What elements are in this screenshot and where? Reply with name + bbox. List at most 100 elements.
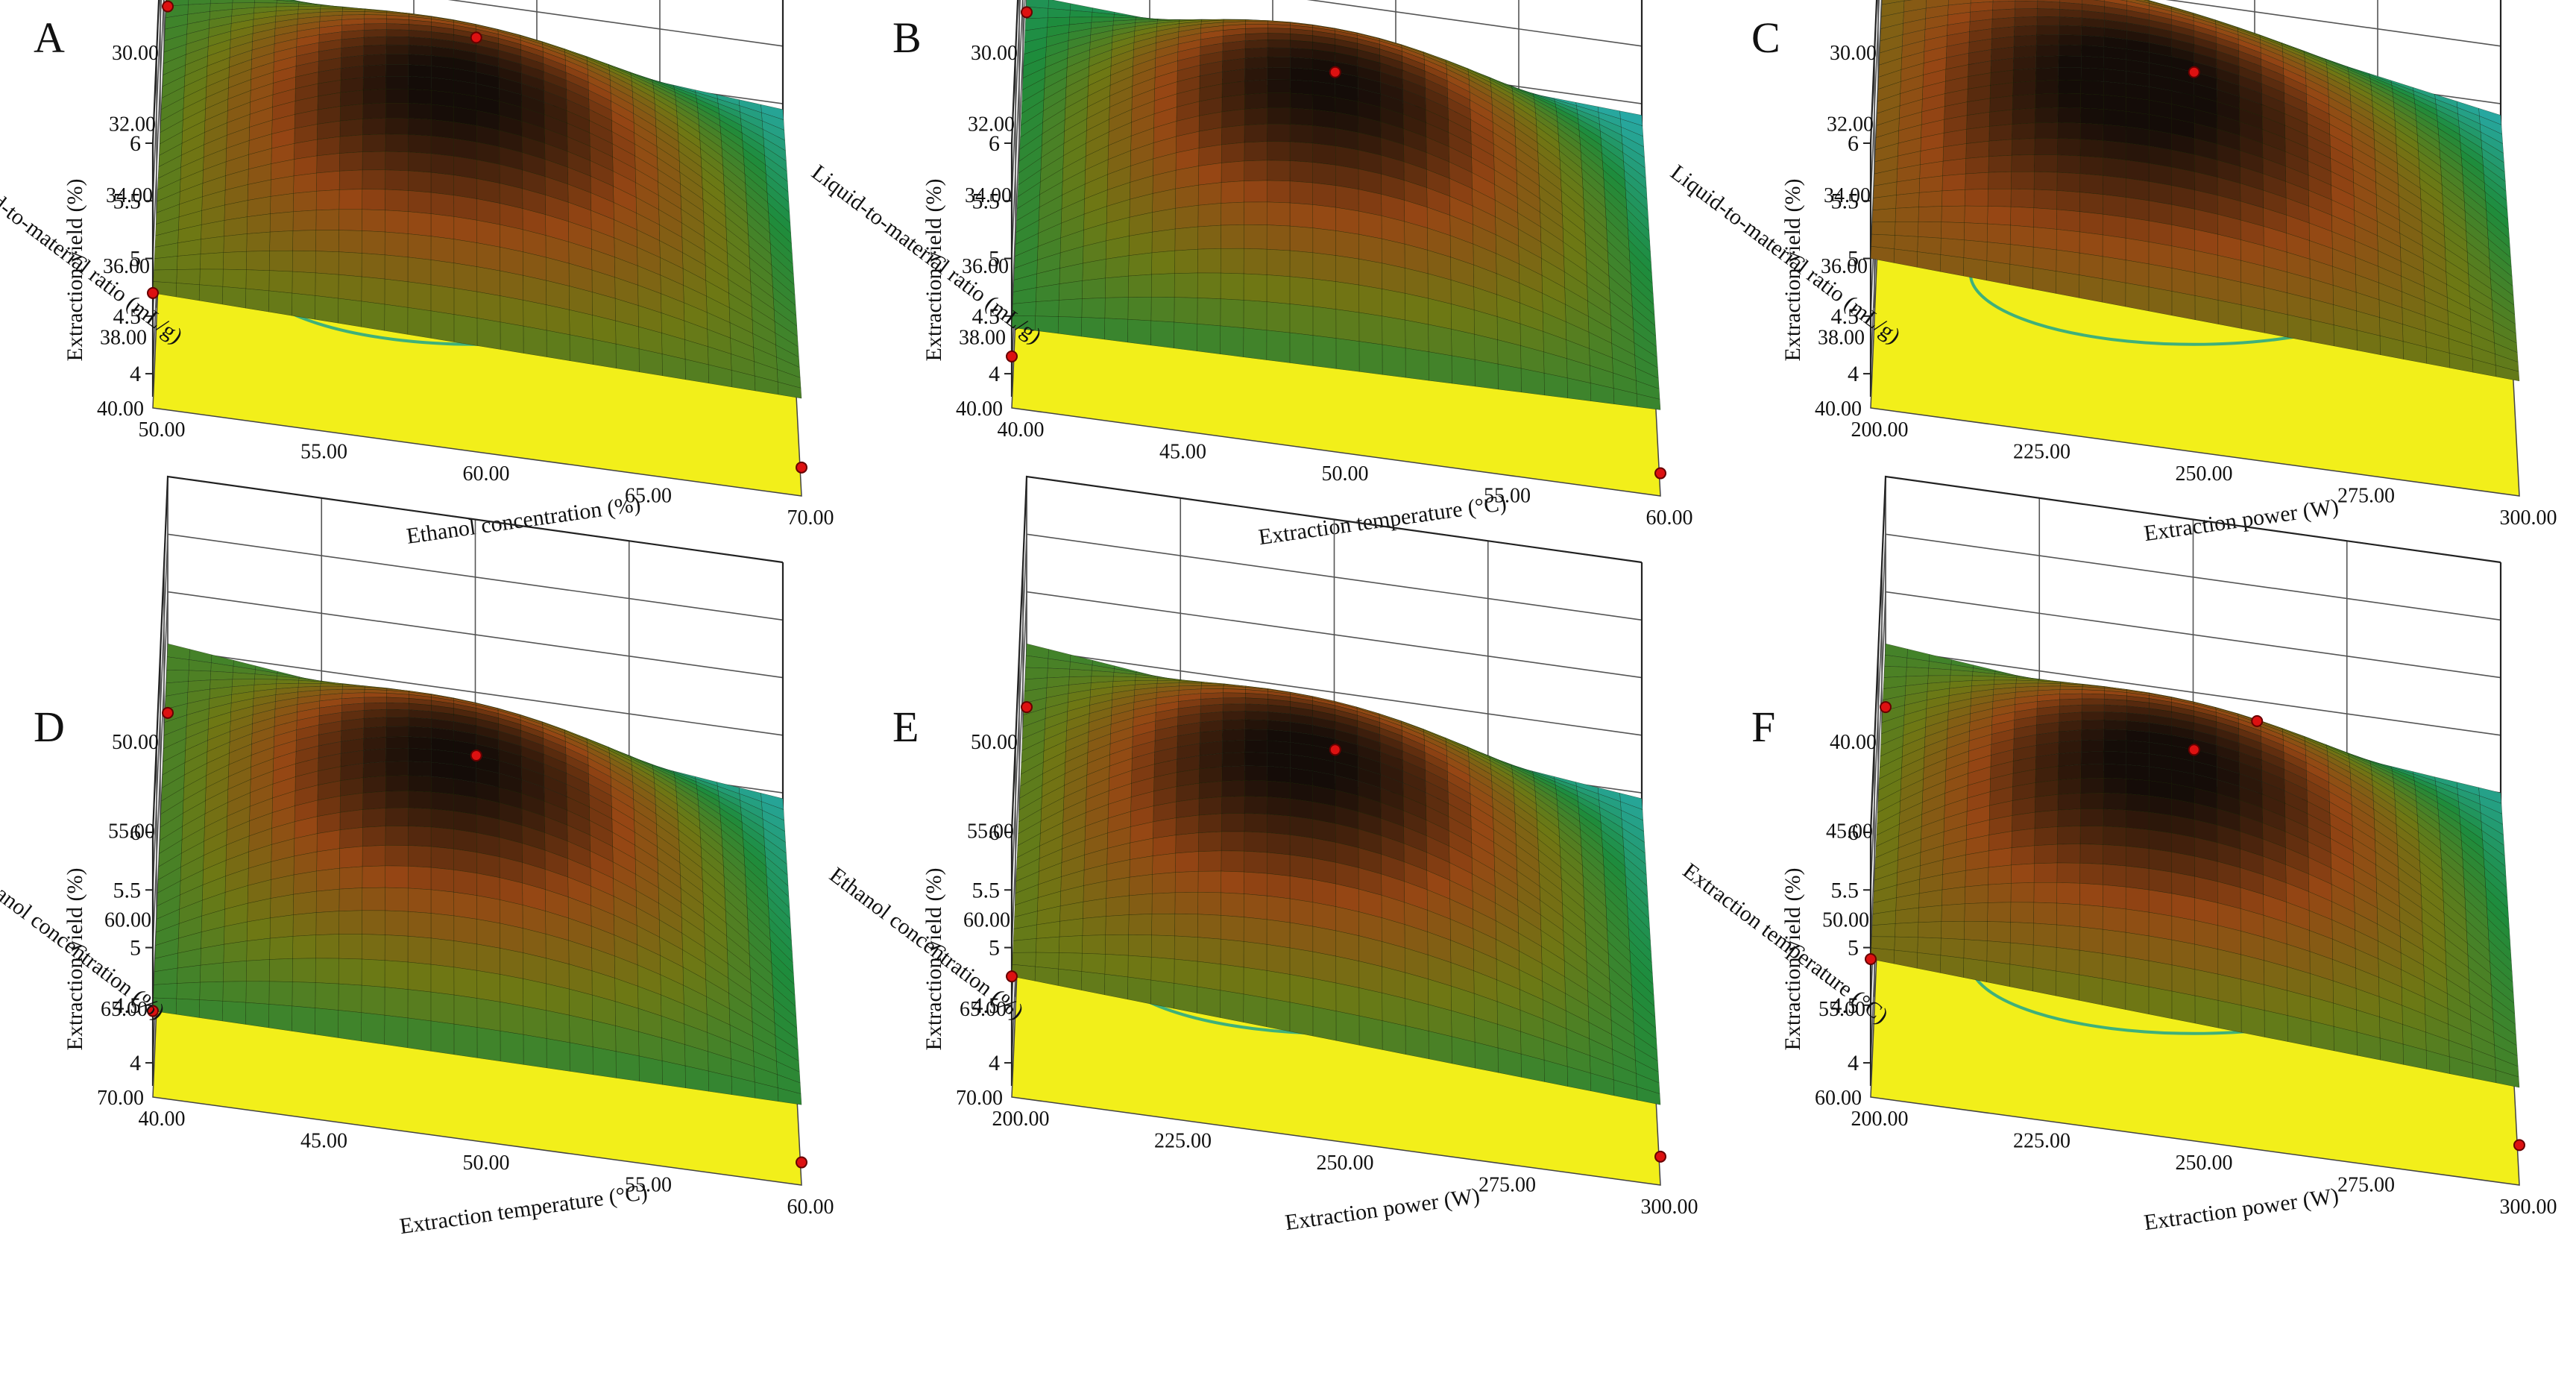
- x-tick-label: 30.00: [971, 42, 1018, 65]
- x-tick-label: 40.00: [97, 398, 144, 421]
- x-tick-label: 34.00: [1824, 184, 1871, 207]
- x-tick-label: 60.00: [104, 909, 151, 932]
- x-tick-label: 50.00: [1822, 909, 1869, 932]
- y-tick-label: 200.00: [1851, 418, 1909, 442]
- y-tick-label: 40.00: [139, 1108, 186, 1131]
- design-point: [1021, 6, 1033, 19]
- z-tick-label: 4.5: [113, 993, 142, 1018]
- panel-A: A 4 4.5 5 5.5 6 Extraction yield (%) 30.00 32.00…: [0, 0, 834, 549]
- z-tick-label: 4: [130, 362, 141, 386]
- y-tick-label: 50.00: [1322, 462, 1369, 486]
- x-tick-label: 55.00: [967, 820, 1014, 843]
- y-axis-label: Ethanol concentration (%): [405, 491, 642, 549]
- y-tick-label: 45.00: [1159, 441, 1206, 464]
- z-tick-label: 5.5: [113, 878, 142, 902]
- x-tick-label: 36.00: [1821, 255, 1868, 278]
- design-point: [1006, 970, 1018, 983]
- x-tick-label: 30.00: [1830, 42, 1877, 65]
- panel-B: B 4 4.5 5 5.5 6 Extraction yield (%) 30.00 32.00…: [807, 0, 1693, 550]
- z-tick-label: 4.5: [1831, 304, 1859, 329]
- y-tick-label: 45.00: [300, 1130, 347, 1153]
- z-tick-label: 5.5: [972, 189, 1001, 213]
- y-tick-label: 70.00: [787, 506, 834, 530]
- z-axis: 4 4.5 5 5.5 6 Extraction yield (%): [1780, 131, 1871, 386]
- z-axis: 4 4.5 5 5.5 6 Extraction yield (%): [63, 820, 153, 1075]
- y-axis-label: Extraction power (W): [2143, 494, 2340, 546]
- response-surface: [1011, 643, 1661, 1105]
- x-tick-label: 60.00: [1815, 1087, 1862, 1110]
- y-tick-label: 65.00: [625, 485, 672, 508]
- design-point: [1329, 66, 1341, 78]
- z-tick-label: 5: [989, 936, 1000, 961]
- panel-letter: B: [892, 13, 922, 62]
- z-axis-label: Extraction yield (%): [1780, 179, 1805, 362]
- z-tick-label: 5.5: [1831, 189, 1859, 213]
- y-tick-label: 300.00: [2500, 1196, 2557, 1219]
- x-tick-label: 70.00: [956, 1087, 1003, 1110]
- z-axis-label: Extraction yield (%): [63, 179, 87, 362]
- z-tick-label: 4: [989, 1051, 1000, 1075]
- x-tick-label: 32.00: [968, 113, 1015, 136]
- x-tick-label: 34.00: [965, 184, 1012, 207]
- panel-letter: A: [34, 13, 65, 62]
- x-tick-label: 40.00: [956, 398, 1003, 421]
- z-tick-label: 5: [130, 936, 141, 961]
- panel-letter: C: [1751, 13, 1780, 62]
- x-tick-label: 36.00: [103, 255, 150, 278]
- z-axis-label: Extraction yield (%): [63, 868, 87, 1051]
- y-tick-label: 50.00: [139, 418, 186, 442]
- z-tick-label: 6: [989, 820, 1000, 845]
- x-tick-label: 60.00: [963, 909, 1010, 932]
- y-tick-label: 55.00: [625, 1174, 672, 1197]
- y-tick-label: 300.00: [2500, 506, 2557, 530]
- design-point: [2251, 714, 2264, 727]
- y-tick-label: 250.00: [1317, 1152, 1374, 1175]
- response-surface: [1870, 643, 2520, 1088]
- y-axis-label: Extraction temperature (°C): [1257, 491, 1508, 550]
- y-axis-label: Extraction power (W): [1284, 1184, 1481, 1235]
- response-surface: [152, 0, 802, 399]
- z-tick-label: 5: [989, 247, 1000, 271]
- design-point: [1021, 701, 1033, 714]
- design-point: [470, 750, 482, 762]
- response-surface: [152, 643, 802, 1105]
- y-tick-label: 40.00: [998, 418, 1045, 442]
- design-point: [147, 286, 159, 299]
- y-axis-label: Extraction power (W): [2143, 1184, 2340, 1235]
- z-axis-label: Extraction yield (%): [1780, 868, 1805, 1051]
- z-tick-label: 6: [1848, 131, 1859, 156]
- x-tick-label: 40.00: [1815, 398, 1862, 421]
- y-tick-label: 60.00: [787, 1196, 834, 1219]
- x-tick-label: 50.00: [971, 731, 1018, 754]
- design-point: [2188, 744, 2200, 756]
- design-point: [2513, 1139, 2525, 1152]
- y-tick-label: 225.00: [1154, 1130, 1212, 1153]
- panel-C: C 4 4.5 5 5.5 6 Extraction yield (%) 30.00 32.00…: [1666, 0, 2557, 546]
- y-tick-label: 55.00: [300, 441, 347, 464]
- y-tick-label: 275.00: [1478, 1174, 1536, 1197]
- y-tick-label: 250.00: [2176, 462, 2233, 486]
- x-tick-label: 55.00: [108, 820, 155, 843]
- z-tick-label: 4: [1848, 362, 1859, 386]
- x-tick-label: 30.00: [112, 42, 159, 65]
- design-point: [796, 1156, 807, 1169]
- design-point: [1006, 350, 1018, 362]
- z-tick-label: 5.5: [972, 878, 1001, 902]
- design-point: [1654, 467, 1666, 480]
- z-tick-label: 4.5: [972, 993, 1001, 1018]
- x-tick-label: 50.00: [112, 731, 159, 754]
- panel-letter: D: [34, 703, 65, 751]
- y-tick-label: 60.00: [463, 462, 510, 486]
- y-tick-label: 275.00: [2337, 1174, 2395, 1197]
- x-tick-label: 32.00: [109, 113, 156, 136]
- x-tick-label: 38.00: [100, 327, 147, 350]
- x-tick-label: 45.00: [1826, 820, 1873, 843]
- z-tick-label: 4.5: [113, 304, 142, 329]
- y-axis-label: Extraction temperature (°C): [398, 1180, 649, 1239]
- z-tick-label: 5: [1848, 247, 1859, 271]
- z-tick-label: 6: [1848, 820, 1859, 845]
- z-tick-label: 4.5: [1831, 993, 1859, 1018]
- z-tick-label: 4: [1848, 1051, 1859, 1075]
- z-tick-label: 4: [130, 1051, 141, 1075]
- y-tick-label: 275.00: [2337, 485, 2395, 508]
